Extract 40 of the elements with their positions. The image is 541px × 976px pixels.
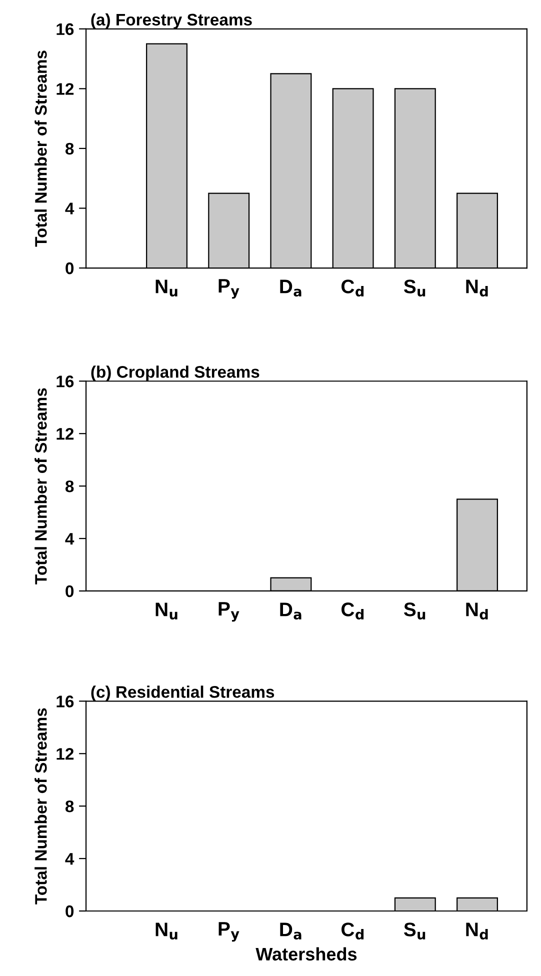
y-tick-label: 12 [56, 83, 74, 95]
chart-title: (b) Cropland Streams [91, 366, 260, 382]
x-tick-label: N$_{u}$ [156, 602, 178, 620]
x-tick-label: P$_{y}$ [218, 279, 240, 299]
y-tick-label: 16 [56, 696, 74, 708]
x-tick-label: S$_{u}$ [404, 280, 426, 297]
x-tick-label: S$_{u}$ [404, 602, 426, 620]
y-tick-label: 4 [65, 533, 74, 545]
x-axis-title: Watersheds [256, 947, 357, 961]
y-axis-title: Total Number of Streams [34, 708, 47, 904]
y-tick-label: 0 [66, 905, 74, 918]
y-axis-title: Total Number of Streams [34, 388, 47, 584]
y-tick-label: 8 [65, 480, 74, 492]
y-tick-label: 8 [65, 142, 74, 155]
y-tick-label: 12 [56, 428, 74, 440]
y-tick-label: 4 [65, 202, 74, 214]
chart-title: (c) Residential Streams [91, 686, 274, 702]
y-tick-label: 16 [56, 23, 74, 36]
x-tick-label: N$_{u}$ [156, 922, 178, 940]
x-tick-label: N$_{u}$ [156, 280, 178, 297]
x-tick-label: D$_{a}$ [280, 922, 302, 940]
chart-title: (a) Forestry Streams [91, 13, 252, 29]
y-tick-label: 4 [65, 853, 74, 865]
x-tick-label: N$_{d}$ [466, 602, 488, 620]
y-axis-title: Total Number of Streams [34, 50, 47, 247]
x-tick-label: C$_{d}$ [342, 280, 364, 297]
x-tick-label: D$_{a}$ [280, 602, 302, 620]
y-tick-label: 16 [56, 376, 74, 388]
x-tick-label: P$_{y}$ [218, 602, 240, 622]
x-tick-label: N$_{d}$ [466, 280, 488, 297]
x-tick-label: C$_{d}$ [342, 922, 364, 940]
x-tick-label: S$_{u}$ [404, 922, 426, 940]
y-tick-label: 0 [66, 585, 74, 598]
y-tick-label: 12 [56, 748, 74, 760]
x-tick-label: P$_{y}$ [218, 922, 240, 942]
y-tick-label: 0 [66, 262, 74, 274]
x-tick-label: D$_{a}$ [280, 280, 302, 297]
y-tick-label: 8 [65, 800, 74, 812]
x-tick-label: N$_{d}$ [466, 922, 488, 940]
x-tick-label: C$_{d}$ [342, 602, 364, 620]
